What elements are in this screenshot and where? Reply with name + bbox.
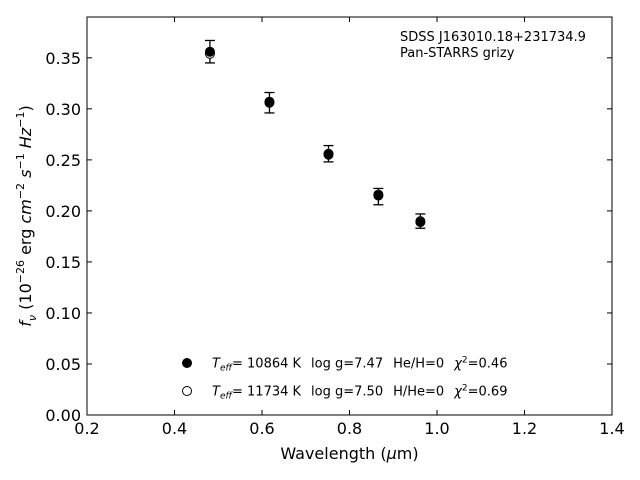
- legend-open-marker: [182, 386, 192, 396]
- filled-marker: [264, 96, 275, 107]
- x-tick-label: 0.8: [337, 419, 362, 438]
- filled-marker: [204, 46, 215, 57]
- y-tick-label: 0.15: [45, 253, 81, 272]
- y-tick-label: 0.25: [45, 151, 81, 170]
- y-tick-label: 0.10: [45, 304, 81, 323]
- x-tick-label: 1.2: [512, 419, 537, 438]
- axes-frame: [86, 16, 613, 416]
- x-tick-label: 0.4: [162, 419, 187, 438]
- x-tick-label: 0.2: [74, 419, 99, 438]
- legend-filled-marker: [182, 358, 192, 368]
- annotation: SDSS J163010.18+231734.9 Pan-STARRS griz…: [400, 30, 586, 61]
- x-tick-label: 1.0: [424, 419, 449, 438]
- y-axis-title: fν (10−26 erg cm−2 s−1 Hz−1): [14, 105, 39, 326]
- annotation-line-2: Pan-STARRS grizy: [400, 46, 515, 61]
- x-axis-title: Wavelength (μm): [280, 444, 418, 463]
- filled-markers: [204, 46, 426, 228]
- y-tick-label: 0.05: [45, 355, 81, 374]
- x-tick-label: 0.6: [249, 419, 274, 438]
- plot-area: [86, 16, 613, 416]
- open-markers: [204, 48, 426, 227]
- y-tick-label: 0.20: [45, 202, 81, 221]
- x-ticks: 0.2 0.4 0.6 0.8 1.0 1.2 1.4: [74, 17, 625, 438]
- x-tick-label: 1.4: [599, 419, 624, 438]
- filled-marker: [323, 149, 334, 160]
- filled-marker: [373, 190, 384, 201]
- error-bars: [204, 39, 426, 229]
- y-tick-label: 0.00: [45, 406, 81, 425]
- y-tick-label: 0.30: [45, 100, 81, 119]
- annotation-line-1: SDSS J163010.18+231734.9: [400, 30, 586, 45]
- filled-marker: [415, 217, 426, 228]
- y-ticks: 0.00 0.05 0.10 0.15 0.20 0.25 0.30 0.35: [45, 49, 612, 425]
- y-tick-label: 0.35: [45, 49, 81, 68]
